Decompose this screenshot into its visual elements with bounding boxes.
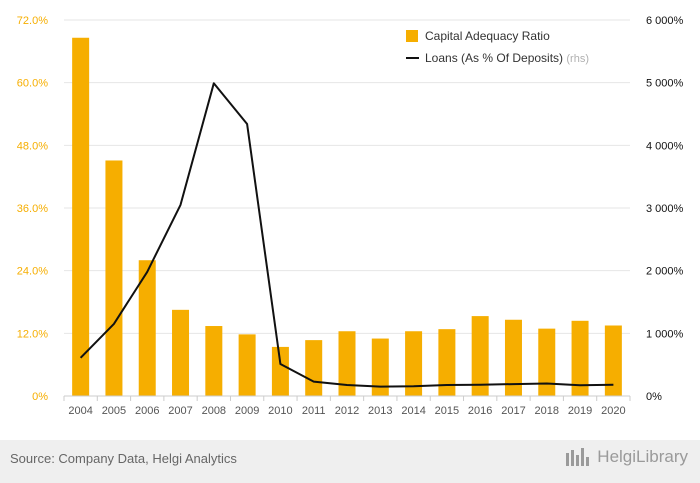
bar-2005[interactable] — [105, 160, 123, 396]
x-tick-label: 2016 — [468, 405, 492, 417]
bar-2019[interactable] — [571, 320, 589, 396]
x-tick-label: 2006 — [135, 405, 159, 417]
line-point-2017[interactable] — [510, 381, 516, 387]
right-tick-label: 1 000% — [646, 328, 684, 340]
right-tick-label: 2 000% — [646, 266, 684, 278]
line-point-2012[interactable] — [344, 382, 350, 388]
left-tick-label: 24.0% — [17, 266, 48, 278]
bar-2020[interactable] — [604, 325, 622, 397]
line-point-2016[interactable] — [477, 382, 483, 388]
bar-2010[interactable] — [271, 346, 289, 396]
line-point-2008[interactable] — [211, 80, 217, 86]
bar-2006[interactable] — [138, 260, 156, 396]
line-layer — [78, 80, 616, 390]
x-tick-label: 2013 — [368, 405, 392, 417]
bar-2015[interactable] — [438, 329, 456, 396]
x-tick-label: 2010 — [268, 405, 292, 417]
left-tick-label: 48.0% — [17, 140, 48, 152]
loans-line[interactable] — [79, 82, 614, 388]
bar-2011[interactable] — [305, 340, 323, 396]
line-point-2019[interactable] — [577, 382, 583, 388]
x-tick-label: 2018 — [535, 405, 559, 417]
legend-rhs-suffix: (rhs) — [566, 53, 589, 65]
x-tick-label: 2008 — [202, 405, 226, 417]
line-point-2007[interactable] — [178, 202, 184, 208]
x-tick-label: 2020 — [601, 405, 625, 417]
line-point-2006[interactable] — [144, 269, 150, 275]
x-tick-label: 2014 — [401, 405, 425, 417]
line-point-2014[interactable] — [411, 383, 417, 389]
bar-2009[interactable] — [238, 334, 256, 396]
line-point-2020[interactable] — [610, 382, 616, 388]
legend-label-bar: Capital Adequacy Ratio — [425, 29, 550, 43]
line-point-2015[interactable] — [444, 382, 450, 388]
right-tick-label: 5 000% — [646, 78, 684, 90]
x-tick-label: 2015 — [435, 405, 459, 417]
x-tick-label: 2007 — [168, 405, 192, 417]
chart-svg: 0% 0% 12.0% 1 000% 24.0% 2 000% 36.0% 3 000% 48.… — [17, 15, 684, 417]
bar-2008[interactable] — [205, 326, 223, 396]
x-tick-label: 2005 — [102, 405, 126, 417]
line-point-2010[interactable] — [277, 361, 283, 367]
axis-layer: 0% 0% 12.0% 1 000% 24.0% 2 000% 36.0% 3 000% 48.… — [17, 15, 684, 417]
x-tick-label: 2011 — [302, 405, 326, 417]
grid-layer — [64, 19, 630, 334]
bar-2018[interactable] — [538, 328, 556, 396]
library-icon — [566, 448, 590, 466]
bar-2004[interactable] — [72, 37, 90, 396]
line-point-2005[interactable] — [111, 321, 117, 327]
legend: Capital Adequacy Ratio Loans (As % Of Dep… — [406, 29, 589, 65]
line-point-2009[interactable] — [244, 121, 250, 127]
right-tick-label: 6 000% — [646, 15, 684, 27]
bar-2014[interactable] — [405, 331, 423, 396]
bar-2007[interactable] — [172, 309, 190, 396]
x-tick-label: 2017 — [501, 405, 525, 417]
right-tick-label: 4 000% — [646, 140, 684, 152]
brand-name: HelgiLibrary — [597, 447, 688, 466]
x-tick-label: 2019 — [568, 405, 592, 417]
bar-2016[interactable] — [471, 316, 489, 396]
legend-label-line: Loans (As % Of Deposits) (rhs) — [425, 51, 589, 65]
line-point-2018[interactable] — [544, 380, 550, 386]
x-tick-label: 2009 — [235, 405, 259, 417]
left-tick-label: 12.0% — [17, 328, 48, 340]
x-tick-label: 2004 — [68, 405, 92, 417]
line-point-2011[interactable] — [311, 379, 317, 385]
bar-2012[interactable] — [338, 331, 356, 396]
right-tick-label: 0% — [646, 391, 662, 403]
bar-2017[interactable] — [504, 319, 522, 396]
brand-logo[interactable]: HelgiLibrary — [565, 447, 688, 467]
left-tick-label: 72.0% — [17, 15, 48, 27]
left-tick-label: 36.0% — [17, 203, 48, 215]
line-point-2013[interactable] — [377, 384, 383, 390]
x-tick-label: 2012 — [335, 405, 359, 417]
bar-layer — [72, 37, 622, 397]
line-point-2004[interactable] — [78, 355, 84, 361]
left-tick-label: 60.0% — [17, 78, 48, 90]
legend-swatch-bar — [406, 30, 418, 42]
bar-2013[interactable] — [371, 338, 389, 396]
source-text: Source: Company Data, Helgi Analytics — [10, 451, 237, 466]
left-tick-label: 0% — [32, 391, 48, 403]
right-tick-label: 3 000% — [646, 203, 684, 215]
